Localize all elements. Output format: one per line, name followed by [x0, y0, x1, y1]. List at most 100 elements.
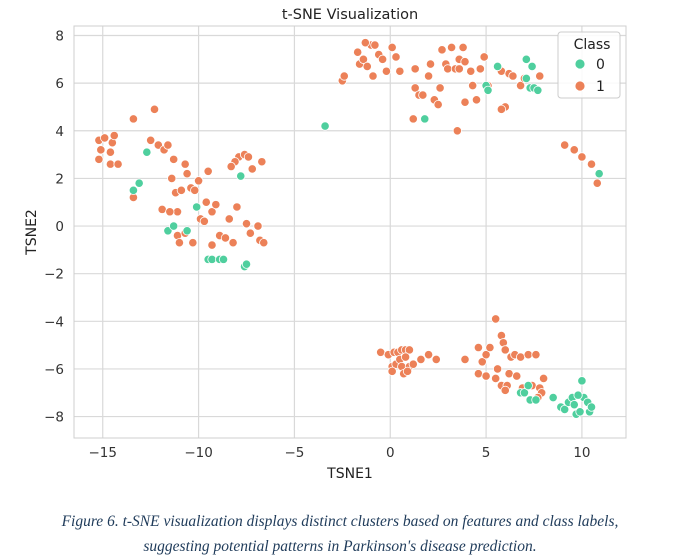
scatter-point-class-1 [477, 357, 487, 367]
x-tick-label: 10 [573, 445, 590, 461]
scatter-point-class-0 [169, 221, 179, 231]
scatter-point-class-1 [523, 350, 533, 360]
scatter-point-class-1 [226, 161, 236, 172]
scatter-point-class-1 [452, 126, 462, 136]
scatter-point-class-1 [193, 176, 204, 186]
scatter-point-class-0 [320, 121, 330, 131]
legend-label-class-0: 0 [596, 57, 605, 73]
y-axis-ticks: −8 −6 −4 −2 0 2 4 6 8 [44, 29, 64, 426]
y-tick-label: −8 [44, 410, 64, 426]
scatter-point-class-0 [575, 407, 585, 417]
scatter-point-class-1 [157, 204, 167, 214]
scatter-point-class-1 [460, 57, 470, 67]
figure-caption-line-1: Figure 6. t-SNE visualization displays d… [61, 513, 619, 530]
scatter-point-class-1 [454, 64, 464, 74]
scatter-point-class-1 [560, 140, 570, 150]
scatter-point-class-1 [201, 197, 211, 207]
scatter-point-class-1 [466, 66, 476, 76]
scatter-point-class-1 [425, 59, 436, 69]
x-axis-label: TSNE1 [326, 466, 373, 482]
scatter-point-class-0 [483, 85, 493, 95]
scatter-point-class-1 [437, 45, 447, 55]
scatter-point-class-1 [512, 371, 522, 381]
scatter-point-class-1 [500, 345, 510, 355]
scatter-point-class-1 [358, 54, 369, 64]
scatter-point-class-1 [381, 66, 392, 76]
scatter-point-class-1 [577, 152, 587, 162]
scatter-point-class-1 [188, 238, 198, 248]
legend-marker-class-0 [574, 58, 586, 70]
y-tick-label: 4 [55, 124, 64, 140]
scatter-point-class-1 [395, 66, 405, 76]
scatter-point-class-0 [128, 185, 139, 195]
scatter-point-class-0 [182, 226, 192, 236]
scatter-point-class-1 [460, 354, 470, 365]
scatter-point-class-1 [423, 71, 434, 81]
scatter-point-class-0 [521, 73, 531, 83]
y-axis-label: TSNE2 [24, 209, 40, 256]
scatter-point-class-1 [211, 200, 221, 210]
x-axis-ticks: −15 −10 −5 0 5 10 [89, 445, 591, 461]
scatter-point-class-1 [586, 159, 597, 169]
scatter-point-class-1 [387, 42, 397, 53]
scatter-point-class-1 [376, 347, 386, 357]
x-tick-label: −5 [284, 445, 304, 461]
y-tick-label: 0 [55, 219, 64, 235]
scatter-point-class-1 [199, 216, 209, 226]
scatter-point-class-1 [404, 345, 415, 355]
scatter-point-class-1 [172, 207, 183, 217]
scatter-point-class-1 [163, 140, 173, 150]
scatter-point-class-0 [560, 404, 570, 415]
scatter-point-class-1 [492, 364, 503, 374]
scatter-point-class-1 [473, 342, 484, 353]
scatter-point-class-1 [491, 373, 501, 384]
scatter-point-class-0 [134, 178, 144, 188]
scatter-point-class-0 [523, 381, 533, 391]
scatter-point-class-1 [259, 238, 269, 248]
scatter-point-class-0 [531, 395, 541, 405]
chart-title: t-SNE Visualization [282, 7, 418, 23]
scatter-point-class-1 [207, 240, 217, 250]
scatter-point-class-1 [408, 114, 418, 124]
scatter-point-class-1 [538, 373, 549, 384]
scatter-point-class-0 [548, 392, 558, 403]
scatter-point-class-1 [410, 83, 420, 93]
y-tick-label: 2 [55, 171, 64, 187]
scatter-point-class-1 [485, 342, 495, 353]
scatter-point-class-1 [416, 354, 426, 365]
scatter-point-class-0 [420, 114, 430, 124]
scatter-point-class-1 [243, 152, 254, 162]
scatter-point-class-1 [481, 350, 491, 360]
scatter-point-class-1 [569, 145, 579, 155]
scatter-point-class-0 [192, 202, 202, 212]
scatter-point-class-1 [165, 207, 175, 217]
scatter-point-class-1 [504, 369, 514, 379]
scatter-point-class-1 [362, 61, 372, 72]
figure-caption-line-2: suggesting potential patterns in Parkins… [143, 538, 537, 555]
scatter-point-class-1 [220, 233, 231, 243]
scatter-point-class-0 [236, 171, 246, 181]
scatter-point-class-1 [471, 95, 482, 105]
scatter-point-class-1 [149, 104, 160, 114]
scatter-point-class-0 [218, 254, 229, 264]
y-tick-label: −4 [44, 314, 64, 330]
legend-marker-class-1 [574, 80, 586, 92]
scatter-point-class-1 [431, 354, 441, 365]
scatter-point-class-1 [377, 54, 388, 64]
scatter-point-class-1 [402, 366, 413, 376]
scatter-point-class-1 [253, 221, 263, 231]
scatter-point-class-1 [174, 238, 185, 248]
scatter-point-class-0 [142, 147, 152, 157]
scatter-point-class-1 [228, 238, 238, 248]
scatter-point-class-0 [594, 169, 604, 179]
scatter-point-class-1 [241, 219, 252, 229]
scatter-point-class-1 [245, 228, 255, 238]
scatter-point-class-0 [569, 400, 579, 410]
x-tick-label: 0 [386, 445, 395, 461]
scatter-point-class-1 [458, 42, 468, 53]
scatter-point-class-1 [460, 97, 470, 107]
scatter-point-class-0 [577, 376, 587, 386]
y-tick-label: 8 [55, 29, 64, 45]
scatter-point-class-1 [353, 47, 363, 57]
